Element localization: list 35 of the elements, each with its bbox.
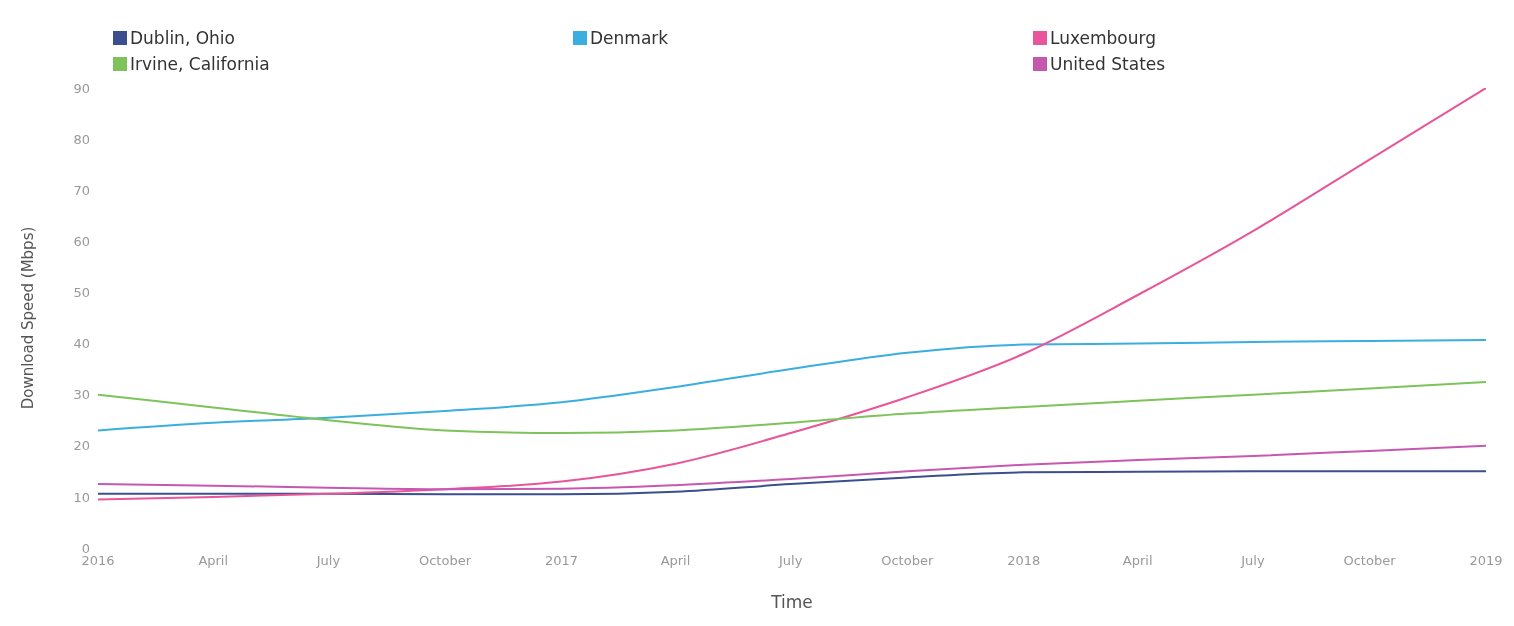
y-tick-label: 0	[81, 540, 90, 556]
y-tick-label: 20	[73, 438, 90, 454]
x-tick-label: October	[881, 553, 934, 569]
y-tick-label: 40	[73, 336, 90, 352]
line-series	[98, 380, 1486, 434]
y-tick-label: 80	[73, 131, 90, 147]
x-tick-label: April	[1122, 553, 1153, 569]
line-series	[98, 444, 1486, 491]
legend-label: Irvine, California	[130, 54, 270, 74]
legend-label: Denmark	[590, 28, 669, 48]
x-tick-label: 2017	[544, 553, 579, 569]
line-series	[98, 88, 1486, 501]
x-tick-label: 2016	[81, 553, 115, 569]
y-axis-title: Download Speed (Mbps)	[19, 226, 38, 410]
legend-label: Dublin, Ohio	[130, 28, 235, 48]
x-tick-label: July	[1240, 553, 1265, 569]
x-tick-label: July	[778, 553, 803, 569]
x-axis-title: Time	[770, 592, 813, 612]
x-tick-label: October	[418, 553, 472, 569]
y-tick-label: 30	[73, 387, 90, 403]
legend-label: United States	[1050, 54, 1166, 74]
y-tick-label: 10	[73, 489, 90, 505]
line-series	[98, 470, 1486, 496]
y-tick-label: 50	[73, 285, 90, 301]
y-tick-label: 60	[73, 233, 90, 249]
y-tick-label: 90	[73, 80, 90, 96]
x-tick-label: July	[315, 553, 341, 569]
x-tick-label: October	[1343, 553, 1397, 569]
legend-label: Luxembourg	[1050, 28, 1156, 48]
x-tick-label: 2019	[1469, 553, 1503, 569]
line-series	[98, 338, 1486, 432]
x-tick-label: April	[660, 553, 691, 569]
x-tick-label: April	[198, 553, 229, 569]
y-tick-label: 70	[73, 182, 90, 198]
x-tick-label: 2018	[1007, 553, 1041, 569]
